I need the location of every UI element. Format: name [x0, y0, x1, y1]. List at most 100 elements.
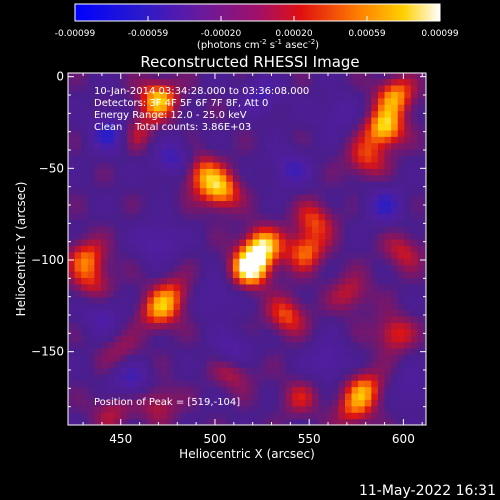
heatmap-cell — [331, 226, 339, 234]
heatmap-cell — [371, 91, 379, 99]
heatmap-cell — [424, 206, 426, 214]
heatmap-cell — [166, 129, 175, 137]
heatmap-cell — [338, 200, 346, 208]
heatmap-cell — [74, 238, 82, 246]
heatmap-cell — [74, 200, 82, 208]
heatmap-cell — [74, 354, 82, 362]
heatmap-cell — [226, 104, 234, 112]
heatmap-cell — [259, 219, 267, 227]
heatmap-cell — [213, 271, 221, 279]
heatmap-cell — [331, 174, 339, 182]
heatmap-cell — [153, 168, 161, 176]
heatmap-cell — [417, 73, 425, 80]
heatmap-cell — [384, 412, 392, 420]
heatmap-cell — [371, 142, 379, 150]
heatmap-cell — [68, 360, 76, 368]
heatmap-cell — [193, 264, 201, 272]
heatmap-cell — [100, 258, 109, 266]
heatmap-cell — [94, 232, 102, 240]
heatmap-cell — [410, 322, 419, 330]
heatmap-cell — [239, 367, 247, 375]
heatmap-cell — [292, 117, 300, 125]
heatmap-cell — [265, 219, 274, 227]
heatmap-cell — [173, 360, 181, 368]
heatmap-cell — [81, 110, 89, 118]
heatmap-cell — [166, 348, 175, 356]
heatmap-cell — [298, 117, 307, 125]
heatmap-cell — [239, 91, 247, 99]
heatmap-cell — [325, 264, 333, 272]
heatmap-cell — [226, 187, 234, 195]
heatmap-cell — [127, 149, 135, 157]
heatmap-cell — [100, 322, 109, 330]
heatmap-cell — [259, 277, 267, 285]
heatmap-cell — [94, 418, 102, 425]
heatmap-cell — [298, 238, 307, 246]
heatmap-cell — [166, 219, 175, 227]
heatmap-cell — [259, 73, 267, 80]
heatmap-cell — [312, 194, 320, 202]
heatmap-cell — [424, 360, 426, 368]
heatmap-cell — [305, 78, 313, 86]
heatmap-cell — [318, 110, 326, 118]
heatmap-cell — [213, 399, 221, 407]
heatmap-cell — [226, 142, 234, 150]
heatmap-cell — [292, 213, 300, 221]
heatmap-cell — [87, 360, 95, 368]
heatmap-cell — [404, 328, 412, 336]
heatmap-cell — [74, 168, 82, 176]
heatmap-cell — [74, 392, 82, 400]
heatmap-cell — [410, 380, 419, 388]
heatmap-cell — [186, 367, 194, 375]
heatmap-cell — [114, 238, 122, 246]
heatmap-cell — [397, 412, 405, 420]
heatmap-cell — [364, 392, 372, 400]
heatmap-cell — [344, 328, 353, 336]
heatmap-cell — [312, 392, 320, 400]
heatmap-cell — [351, 303, 359, 311]
heatmap-cell — [259, 84, 267, 92]
heatmap-cell — [81, 328, 89, 336]
heatmap-cell — [166, 399, 175, 407]
heatmap-cell — [140, 303, 148, 311]
heatmap-cell — [180, 110, 188, 118]
heatmap-cell — [127, 194, 135, 202]
heatmap-cell — [351, 123, 359, 131]
heatmap-cell — [193, 258, 201, 266]
heatmap-cell — [424, 245, 426, 253]
heatmap-cell — [246, 97, 254, 105]
heatmap-cell — [81, 348, 89, 356]
heatmap-cell — [81, 380, 89, 388]
heatmap-cell — [153, 155, 161, 163]
heatmap-cell — [391, 181, 399, 189]
heatmap-cell — [133, 392, 142, 400]
heatmap-cell — [285, 194, 293, 202]
heatmap-cell — [127, 181, 135, 189]
heatmap-cell — [404, 296, 412, 304]
heatmap-cell — [87, 181, 95, 189]
heatmap-cell — [68, 136, 76, 144]
heatmap-cell — [120, 97, 128, 105]
heatmap-cell — [127, 251, 135, 259]
heatmap-cell — [153, 392, 161, 400]
heatmap-cell — [272, 181, 280, 189]
heatmap-cell — [246, 238, 254, 246]
heatmap-cell — [371, 200, 379, 208]
heatmap-cell — [107, 149, 115, 157]
heatmap-cell — [193, 213, 201, 221]
heatmap-cell — [338, 315, 346, 323]
heatmap-cell — [384, 367, 392, 375]
heatmap-cell — [358, 161, 366, 169]
heatmap-cell — [193, 181, 201, 189]
heatmap-cell — [364, 315, 372, 323]
heatmap-cell — [424, 322, 426, 330]
heatmap-cell — [331, 405, 339, 413]
heatmap-cell — [298, 296, 307, 304]
heatmap-cell — [74, 129, 82, 137]
heatmap-cell — [338, 219, 346, 227]
heatmap-cell — [312, 238, 320, 246]
heatmap-cell — [371, 392, 379, 400]
heatmap-cell — [298, 97, 307, 105]
heatmap-cell — [344, 418, 353, 425]
heatmap-cell — [173, 412, 181, 420]
